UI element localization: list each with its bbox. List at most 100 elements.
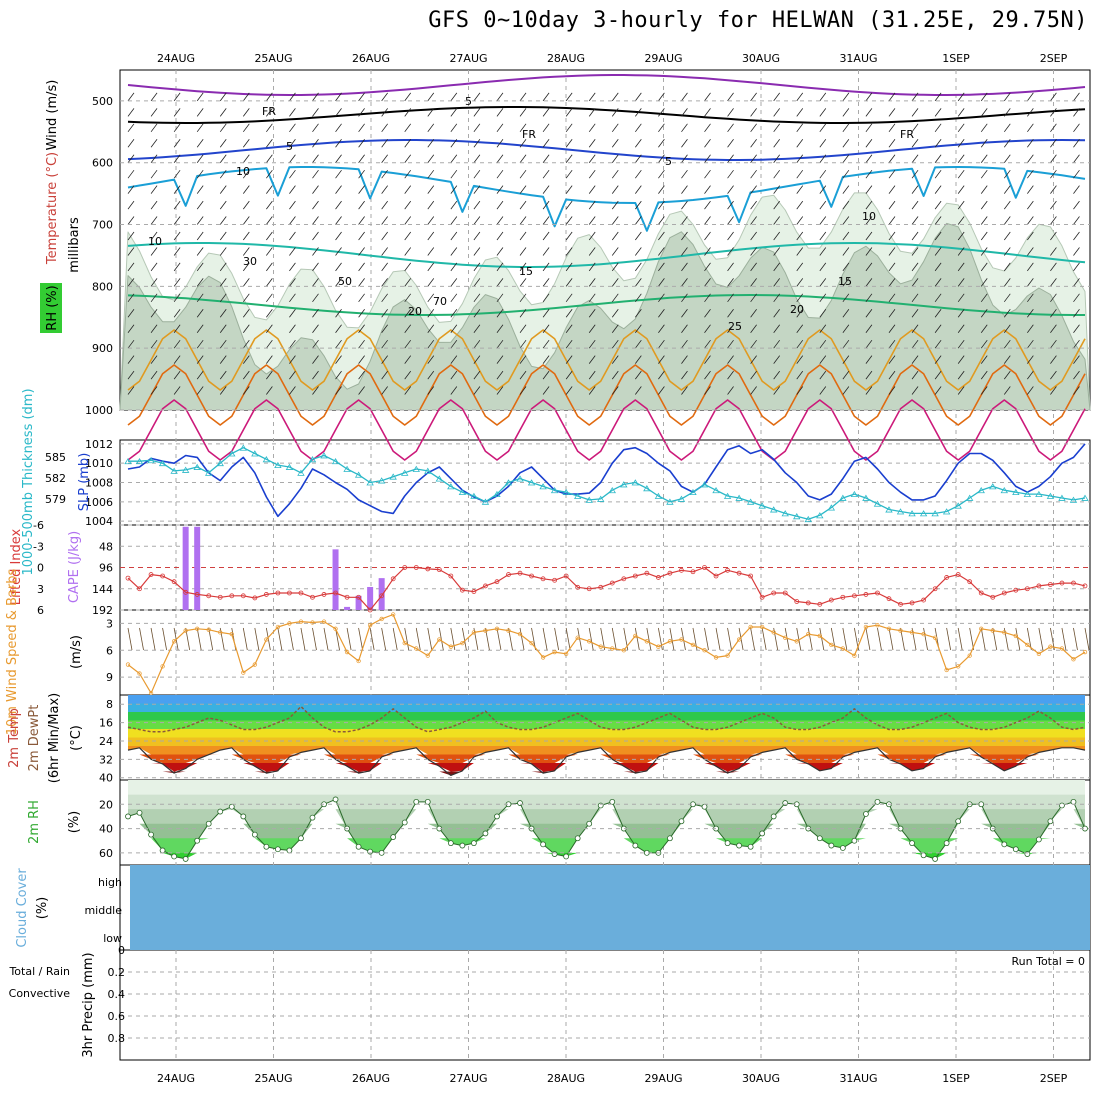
li-line	[127, 566, 1086, 611]
wind-barb	[473, 293, 481, 303]
wind-marker	[840, 646, 846, 651]
wind-marker	[1036, 651, 1042, 656]
wind-barb	[542, 386, 550, 395]
cape-tick: 144	[92, 583, 113, 596]
wind-barb	[681, 262, 688, 272]
slp-tick: 1008	[85, 477, 113, 490]
wind-barb	[404, 139, 412, 148]
isotherm-label: 10	[862, 210, 876, 223]
wind-barb	[681, 108, 688, 117]
wind-barb	[842, 92, 850, 102]
rh-tick: 60	[99, 847, 113, 860]
wind-barb	[473, 262, 481, 272]
wind-barb	[704, 216, 711, 225]
temp-tick: 8	[106, 698, 113, 711]
wind-marker	[287, 621, 292, 626]
wind-barb-10m	[761, 627, 767, 651]
wind-barb	[565, 293, 573, 303]
wind-barb	[312, 324, 319, 333]
wind-barb	[681, 293, 688, 303]
wind-barb	[681, 169, 688, 179]
wind-barb	[681, 339, 688, 349]
wind-barb	[496, 339, 504, 349]
wind-barb	[704, 370, 711, 380]
wind-marker	[183, 628, 188, 633]
wind-barb	[750, 355, 757, 364]
wind-barb	[588, 108, 596, 117]
wind-barb	[150, 324, 158, 333]
wind-barb-10m	[289, 627, 294, 651]
wind-barb	[565, 216, 573, 225]
wind-tick: 9	[106, 671, 113, 684]
wind-barb	[773, 169, 781, 179]
wind-barb	[196, 123, 204, 133]
rh2m-marker	[298, 835, 304, 842]
wind-barb	[335, 123, 342, 133]
wind-barb	[404, 185, 412, 194]
wind-barb	[934, 247, 942, 256]
wind-barb	[127, 370, 135, 380]
wind-barb	[842, 169, 850, 179]
wind-barb-10m	[1003, 627, 1009, 651]
wind-barb	[865, 185, 873, 194]
wind-barb	[519, 169, 527, 179]
wind-barb	[381, 386, 388, 395]
wind-barb	[312, 92, 319, 102]
thickness-marker	[458, 488, 467, 496]
wind-barb	[750, 123, 757, 133]
wind-barb	[496, 247, 504, 256]
wind-barb	[934, 92, 942, 102]
wind-barb	[335, 154, 342, 163]
rh2m-marker	[551, 851, 558, 857]
wind-barb-10m	[496, 627, 502, 651]
wind-barb	[335, 355, 342, 364]
wind-barb	[1027, 324, 1034, 333]
wind-barb	[427, 231, 435, 241]
rh2m-marker	[632, 842, 639, 849]
wind-barb-10m	[577, 627, 583, 651]
wind-barb	[681, 123, 688, 133]
wind-barb	[842, 139, 850, 148]
wind-marker	[898, 628, 903, 633]
wind-barb	[888, 324, 896, 333]
li-marker	[713, 573, 719, 579]
li-marker	[1082, 583, 1088, 589]
wind-barb	[427, 247, 435, 256]
wind-barb	[750, 309, 757, 318]
isotherm-label: 5	[286, 140, 293, 153]
wind-marker	[886, 626, 892, 631]
wind-barb	[173, 293, 181, 303]
wind-barb	[796, 154, 804, 163]
wind-barb	[196, 108, 204, 117]
wind-barb	[704, 309, 711, 318]
wind-barb	[1027, 92, 1034, 102]
wind-barb	[1073, 216, 1080, 225]
wind-barb	[588, 355, 596, 364]
wind-barb	[934, 139, 942, 148]
wind-barb	[565, 370, 573, 380]
wind-barb-10m	[473, 627, 479, 651]
wind-barb	[796, 339, 804, 349]
wind-barb	[450, 309, 458, 318]
wind-barb	[427, 154, 435, 163]
rh2m-marker	[609, 798, 616, 805]
wind-barb	[635, 355, 642, 364]
wind-barb	[519, 154, 527, 163]
thickness-axis-label: 1000-500mb Thickness (dm)	[21, 388, 36, 575]
wind-barb	[635, 231, 642, 241]
wind-barb	[219, 169, 227, 179]
wind-barb	[957, 247, 965, 256]
date-label-top: 27AUG	[449, 52, 487, 65]
wind-marker	[990, 628, 995, 633]
wind-barb	[727, 154, 734, 163]
wind-barb	[865, 247, 873, 256]
wind-barb	[957, 370, 965, 380]
wind-barb	[266, 355, 273, 364]
wind-barb	[865, 169, 873, 179]
wind-barb	[727, 293, 734, 303]
wind-barb	[658, 293, 665, 303]
wind-barb	[980, 231, 988, 241]
wind-barb	[681, 309, 688, 318]
rh2m-marker	[770, 813, 777, 820]
wind-barb	[704, 169, 711, 179]
